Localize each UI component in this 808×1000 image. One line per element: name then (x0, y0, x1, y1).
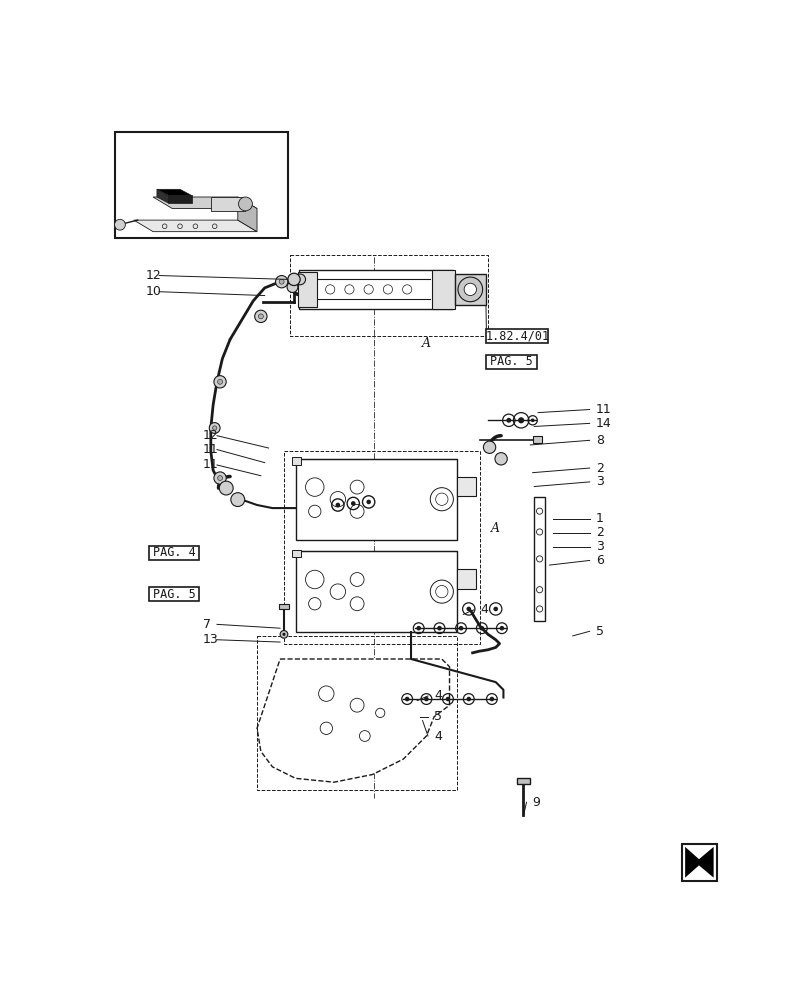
Circle shape (217, 476, 222, 481)
Polygon shape (134, 220, 257, 232)
Circle shape (214, 376, 226, 388)
Circle shape (217, 379, 222, 384)
Circle shape (255, 310, 267, 323)
Text: 11: 11 (595, 403, 612, 416)
Circle shape (459, 626, 463, 631)
Polygon shape (169, 195, 191, 203)
Circle shape (366, 500, 371, 504)
Text: 5: 5 (434, 710, 442, 723)
Text: 12: 12 (145, 269, 161, 282)
Circle shape (238, 197, 252, 211)
Text: 9: 9 (532, 796, 541, 809)
Text: 4: 4 (480, 603, 488, 616)
Bar (280, 604, 288, 609)
Circle shape (466, 607, 471, 611)
Circle shape (259, 314, 263, 319)
Bar (455, 274, 486, 305)
Circle shape (446, 697, 450, 701)
Text: 2: 2 (595, 462, 604, 475)
Bar (534, 497, 545, 620)
Text: 3: 3 (595, 540, 604, 553)
Text: A: A (491, 522, 500, 535)
Circle shape (464, 283, 477, 296)
Bar (486, 329, 548, 343)
Circle shape (405, 697, 410, 701)
Text: 4: 4 (434, 730, 442, 742)
Circle shape (283, 633, 285, 636)
Circle shape (213, 426, 217, 430)
Bar (457, 477, 477, 496)
Circle shape (495, 453, 507, 465)
Circle shape (219, 481, 234, 495)
Circle shape (231, 493, 245, 507)
Text: 11: 11 (203, 458, 219, 471)
Bar (296, 551, 457, 632)
Bar (682, 844, 717, 881)
Circle shape (458, 277, 482, 302)
Circle shape (351, 501, 356, 506)
Circle shape (531, 418, 535, 422)
Bar (149, 587, 200, 601)
Text: 12: 12 (203, 429, 219, 442)
Circle shape (280, 279, 284, 284)
Circle shape (287, 282, 298, 292)
Polygon shape (685, 847, 713, 878)
Circle shape (280, 631, 288, 638)
Bar (292, 550, 301, 557)
Circle shape (288, 273, 300, 286)
Text: PAG. 4: PAG. 4 (153, 546, 196, 559)
Circle shape (209, 423, 220, 433)
Circle shape (295, 274, 305, 285)
Circle shape (507, 418, 511, 423)
Bar (298, 272, 317, 307)
Bar (431, 270, 455, 309)
Bar (532, 436, 542, 443)
Text: PAG. 5: PAG. 5 (490, 355, 533, 368)
Circle shape (518, 417, 524, 423)
Bar (517, 778, 529, 784)
Text: 4: 4 (434, 689, 442, 702)
Bar (300, 270, 453, 309)
Bar (149, 546, 200, 560)
Text: 13: 13 (203, 633, 219, 646)
Text: 3: 3 (595, 475, 604, 488)
Bar (486, 355, 537, 369)
Text: A: A (422, 337, 431, 350)
Bar (296, 459, 457, 540)
Text: 14: 14 (595, 417, 612, 430)
Text: 10: 10 (145, 285, 162, 298)
Circle shape (276, 276, 288, 288)
Circle shape (437, 626, 442, 631)
Bar (292, 457, 301, 465)
Bar (211, 197, 246, 211)
Polygon shape (238, 197, 257, 232)
Bar (115, 132, 288, 238)
Bar (457, 569, 477, 589)
Polygon shape (157, 189, 169, 203)
Circle shape (494, 607, 498, 611)
Polygon shape (257, 659, 449, 782)
Text: 8: 8 (595, 434, 604, 447)
Text: PAG. 5: PAG. 5 (153, 588, 196, 601)
Circle shape (480, 626, 484, 631)
Text: 5: 5 (595, 625, 604, 638)
Circle shape (499, 626, 504, 631)
Text: 2: 2 (595, 526, 604, 539)
Circle shape (416, 626, 421, 631)
Text: 1.82.4/01: 1.82.4/01 (486, 330, 549, 343)
Circle shape (466, 697, 471, 701)
Text: 6: 6 (595, 554, 604, 567)
Text: 1: 1 (595, 512, 604, 525)
Polygon shape (157, 189, 191, 195)
Polygon shape (153, 197, 257, 209)
Circle shape (424, 697, 429, 701)
Circle shape (490, 697, 494, 701)
Circle shape (335, 503, 340, 507)
Text: 7: 7 (203, 618, 211, 631)
Text: 11: 11 (203, 443, 219, 456)
Circle shape (115, 219, 125, 230)
Circle shape (214, 472, 226, 484)
Circle shape (483, 441, 496, 453)
